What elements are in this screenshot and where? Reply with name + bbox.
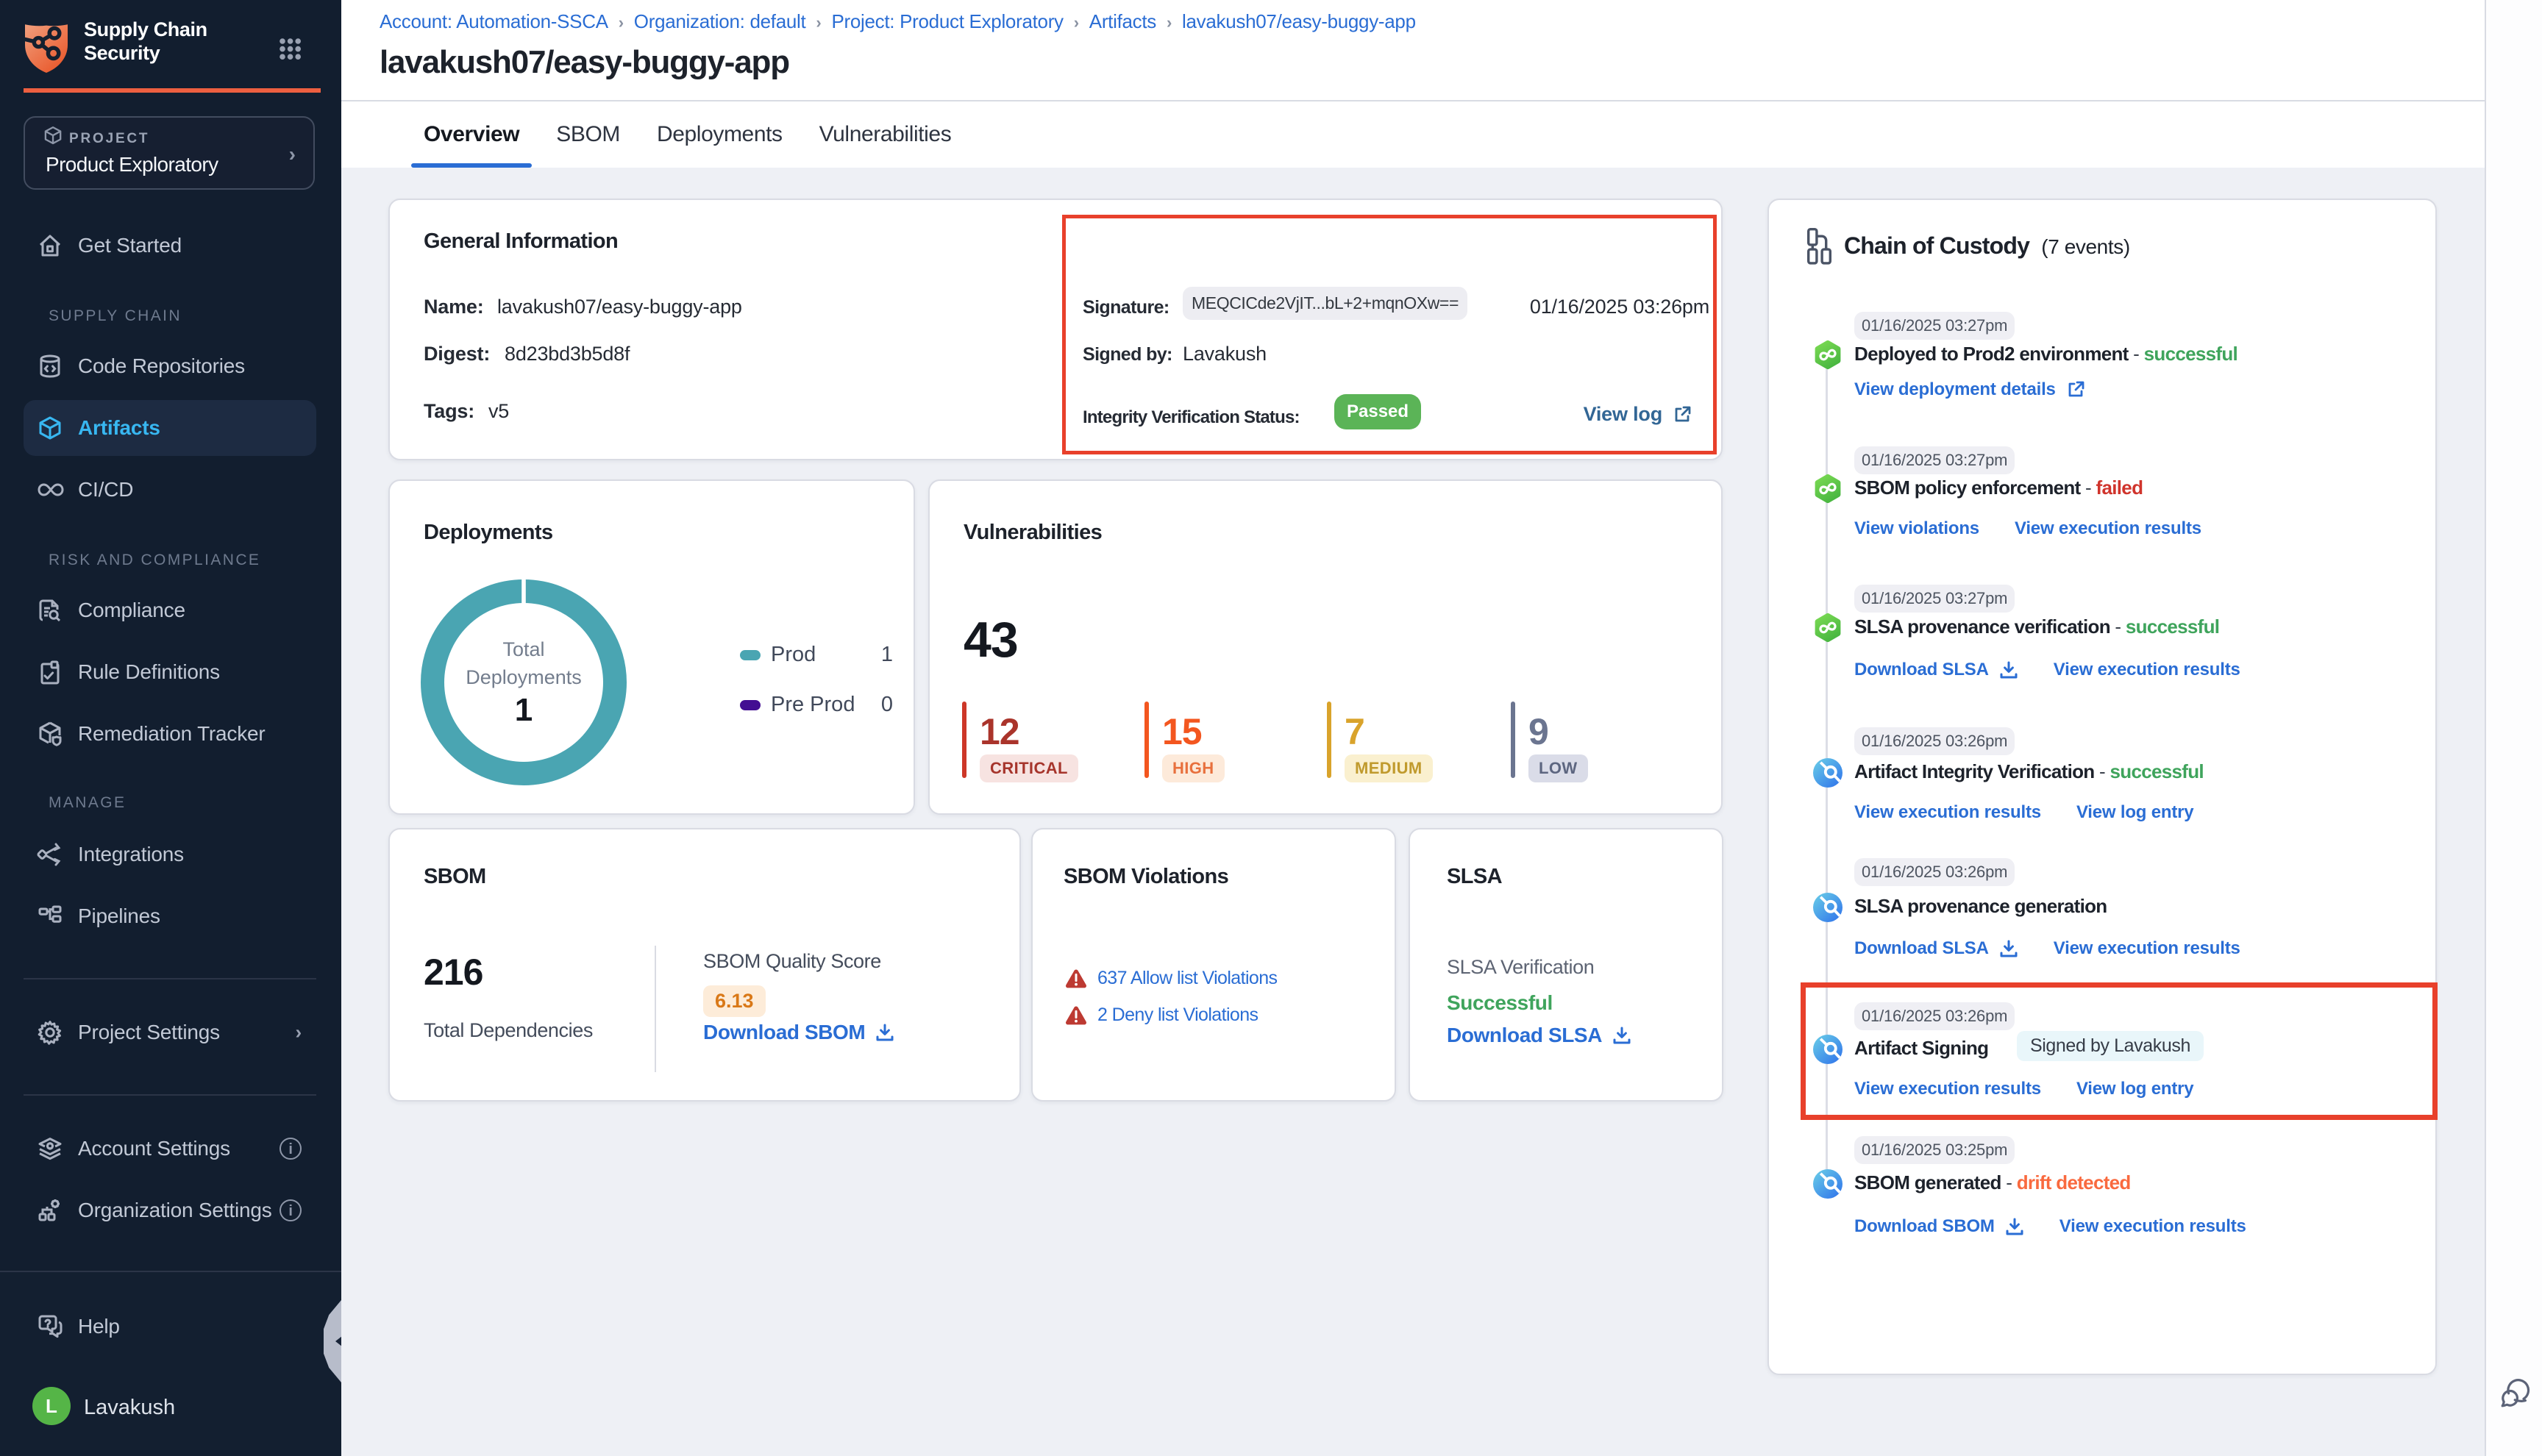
svg-text:1: 1 <box>515 692 533 728</box>
svg-text:Deployments: Deployments <box>466 666 582 688</box>
svg-text:Total: Total <box>502 638 544 660</box>
